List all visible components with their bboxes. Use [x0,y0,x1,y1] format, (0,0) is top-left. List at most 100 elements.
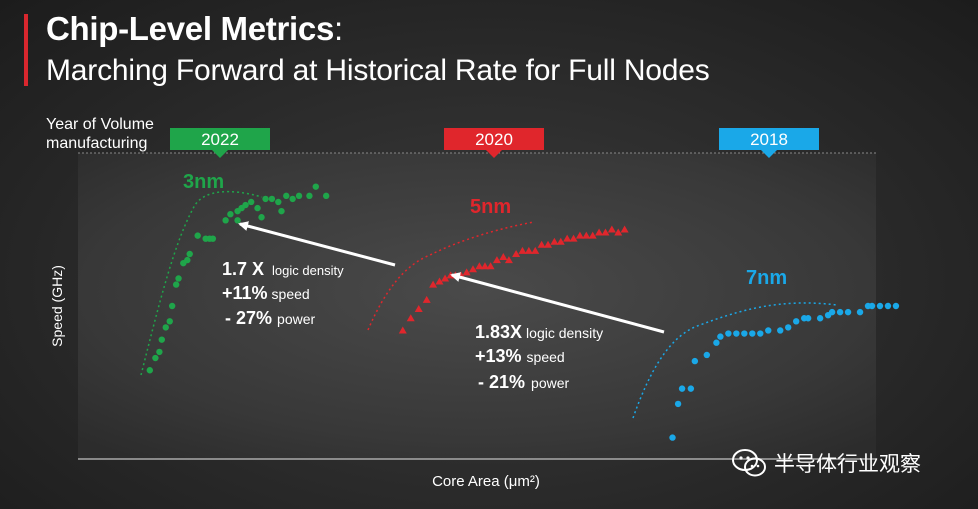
point-5nm-31 [595,228,604,236]
point-7nm-19 [816,315,824,322]
point-7nm-1 [674,400,682,408]
annotation-speed-2: +13% speed [475,346,565,366]
point-3nm-17 [227,211,234,218]
point-5nm-21 [531,246,540,254]
point-5nm-15 [492,256,501,264]
point-3nm-33 [258,214,265,221]
x-axis-label: Core Area (μm²) [432,473,540,490]
annotation-5nm-vs-7nm: 1.83X logic density +13% speed - 21% power [475,322,603,392]
point-3nm-15 [209,235,217,242]
watermark: 半导体行业观察 [732,448,921,478]
point-7nm-3 [687,385,695,392]
point-5nm-13 [480,262,489,270]
point-7nm-15 [785,324,792,331]
point-5nm-16 [499,253,508,261]
point-3nm-28 [295,192,303,200]
series-label-7nm: 7nm [746,267,787,289]
point-3nm-21 [247,198,255,206]
point-5nm-35 [620,225,629,233]
trend-line-7nm [632,302,838,419]
point-7nm-13 [765,327,772,334]
year-badge-2018: 2018 [719,128,819,158]
point-3nm-31 [322,192,330,200]
point-5nm-14 [486,262,495,270]
point-3nm-22 [254,204,261,212]
point-3nm-1 [152,354,159,362]
point-5nm-33 [607,225,616,233]
point-5nm-6 [441,274,450,282]
wechat-icon [732,449,766,477]
point-3nm-12 [194,232,201,239]
point-5nm-32 [601,228,610,236]
point-5nm-4 [429,280,438,288]
point-7nm-21 [828,308,836,316]
point-3nm-29 [306,192,313,200]
point-5nm-25 [556,237,565,245]
slide-subtitle: Marching Forward at Historical Rate for … [46,54,710,87]
watermark-text: 半导体行业观察 [774,452,921,476]
point-7nm-27 [876,302,884,310]
point-7nm-12 [757,330,764,337]
point-7nm-9 [733,330,740,337]
point-3nm-3 [158,336,165,343]
point-7nm-16 [792,318,800,325]
arrow-7nm-to-5nm [450,272,665,334]
y-axis-label: Speed (GHz) [49,265,65,347]
point-5nm-28 [575,231,584,239]
point-7nm-10 [741,330,748,337]
point-7nm-18 [804,315,812,322]
point-5nm-10 [462,268,471,276]
point-7nm-14 [777,327,784,334]
point-5nm-23 [544,240,553,248]
point-3nm-11 [186,250,193,258]
point-7nm-2 [678,385,686,392]
year-of-volume-label: Year of Volume manufacturing [46,116,154,152]
series-label-5nm: 5nm [470,196,511,218]
point-3nm-16 [222,217,229,224]
point-5nm-20 [524,246,533,254]
point-5nm-11 [469,265,477,273]
arrow-5nm-to-3nm [238,221,396,267]
point-3nm-4 [162,324,169,331]
annotation-power-2: - 21% power [478,372,570,392]
point-7nm-8 [725,330,732,337]
point-5nm-3 [422,295,431,303]
point-7nm-23 [844,308,852,316]
point-3nm-0 [146,367,154,374]
point-5nm-34 [614,228,623,236]
point-3nm-5 [166,318,173,325]
point-5nm-29 [582,231,591,239]
point-7nm-4 [691,357,699,365]
year-badge-2022: 2022 [170,128,270,158]
point-5nm-12 [475,262,484,270]
trend-line-5nm [367,221,535,331]
point-5nm-18 [512,249,521,257]
point-5nm-0 [398,326,407,334]
series-label-3nm: 3nm [183,171,224,193]
point-3nm-26 [283,192,290,200]
point-7nm-7 [717,333,724,340]
year-2020-label: 2020 [475,130,513,149]
point-7nm-11 [749,330,756,337]
point-5nm-22 [537,240,546,248]
point-7nm-6 [713,339,720,346]
point-7nm-0 [669,434,676,441]
series-7nm-points [669,302,900,441]
annotation-logic-density-2: 1.83X logic density [475,322,603,342]
year-2018-label: 2018 [750,130,788,149]
point-7nm-26 [868,302,876,310]
point-7nm-28 [884,302,892,310]
point-3nm-6 [168,302,176,310]
point-5nm-30 [588,231,597,239]
point-7nm-5 [703,351,711,359]
slide-title: Chip-Level Metrics: [46,10,343,47]
point-3nm-20 [242,201,249,209]
point-3nm-34 [278,207,285,215]
point-3nm-24 [268,195,276,203]
point-7nm-29 [892,302,900,310]
plot-area [78,153,876,459]
title-accent-bar [24,14,28,86]
point-3nm-27 [289,195,296,203]
